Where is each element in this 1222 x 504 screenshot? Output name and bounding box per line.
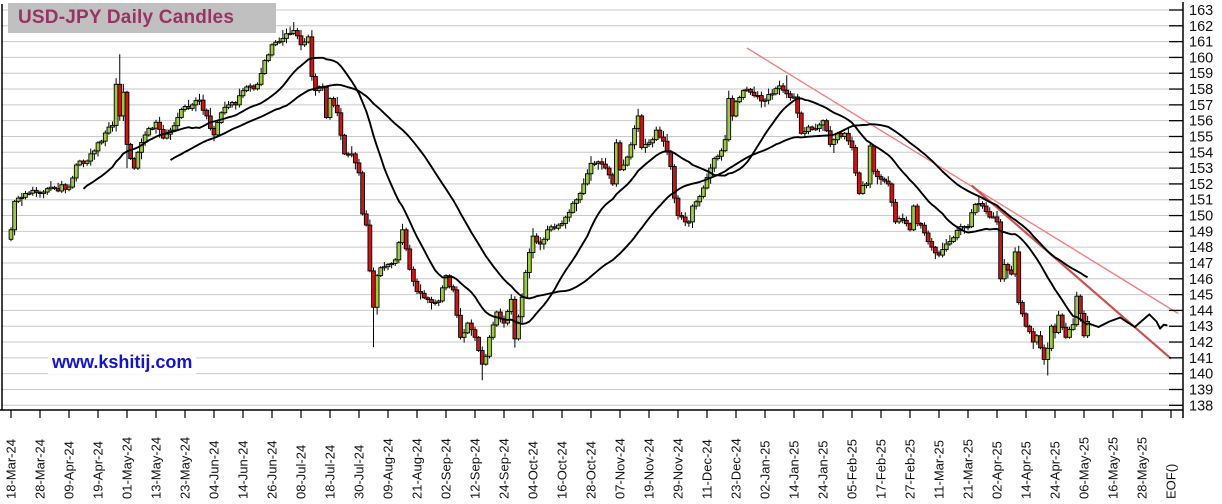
svg-text:19-Nov-24: 19-Nov-24 (642, 438, 657, 499)
svg-text:24-Jan-25: 24-Jan-25 (816, 440, 831, 499)
forecast-line-group (1087, 313, 1168, 330)
candlesticks-group (8, 22, 1090, 381)
y-axis: 1381391401411421431441451461471481491501… (1169, 2, 1213, 418)
svg-text:159: 159 (1189, 66, 1213, 82)
svg-text:161: 161 (1189, 35, 1213, 51)
svg-text:21-Mar-25: 21-Mar-25 (961, 439, 976, 499)
svg-text:02-Apr-25: 02-Apr-25 (990, 441, 1005, 499)
svg-text:146: 146 (1189, 272, 1213, 288)
svg-text:147: 147 (1189, 256, 1213, 272)
trendlines-group (746, 47, 1179, 360)
moving-averages-group (82, 56, 1089, 326)
svg-text:23-Dec-24: 23-Dec-24 (729, 438, 744, 499)
svg-text:149: 149 (1189, 224, 1213, 240)
svg-text:18-Jul-24: 18-Jul-24 (323, 445, 338, 499)
x-axis: 18-Mar-24 28-Mar-24 09-Apr-24 19-Apr-24 01-M… (0, 409, 1183, 499)
svg-text:138: 138 (1189, 398, 1213, 414)
svg-text:09-Apr-24: 09-Apr-24 (62, 441, 77, 499)
svg-text:153: 153 (1189, 161, 1213, 177)
svg-text:21-Aug-24: 21-Aug-24 (410, 438, 425, 499)
svg-text:13-May-24: 13-May-24 (149, 437, 164, 499)
svg-text:140: 140 (1189, 367, 1213, 383)
svg-text:156: 156 (1189, 114, 1213, 130)
svg-text:14-Apr-25: 14-Apr-25 (1019, 441, 1034, 499)
svg-text:01-May-24: 01-May-24 (120, 437, 135, 499)
svg-text:148: 148 (1189, 240, 1213, 256)
svg-text:04-Oct-24: 04-Oct-24 (526, 441, 541, 499)
svg-text:158: 158 (1189, 82, 1213, 98)
svg-text:14-Jan-25: 14-Jan-25 (787, 440, 802, 499)
svg-text:11-Dec-24: 11-Dec-24 (700, 439, 715, 499)
svg-text:142: 142 (1189, 335, 1213, 351)
svg-text:06-May-25: 06-May-25 (1077, 437, 1092, 499)
svg-text:160: 160 (1189, 50, 1213, 66)
svg-text:08-Jul-24: 08-Jul-24 (294, 445, 309, 499)
svg-text:29-Nov-24: 29-Nov-24 (671, 438, 686, 499)
svg-text:163: 163 (1189, 3, 1213, 19)
watermark-link[interactable]: www.kshitij.com (48, 351, 197, 374)
svg-text:28-Oct-24: 28-Oct-24 (584, 441, 599, 499)
svg-text:12-Sep-24: 12-Sep-24 (468, 438, 483, 499)
svg-text:152: 152 (1189, 177, 1213, 193)
svg-text:28-May-25: 28-May-25 (1135, 437, 1150, 499)
svg-text:28-Mar-24: 28-Mar-24 (33, 439, 48, 499)
svg-text:145: 145 (1189, 288, 1213, 304)
chart-title: USD-JPY Daily Candles (8, 3, 276, 33)
svg-text:155: 155 (1189, 129, 1213, 145)
svg-text:14-Jun-24: 14-Jun-24 (236, 440, 251, 499)
svg-text:02-Jan-25: 02-Jan-25 (758, 440, 773, 499)
svg-text:150: 150 (1189, 209, 1213, 225)
svg-text:04-Jun-24: 04-Jun-24 (207, 440, 222, 499)
svg-text:07-Nov-24: 07-Nov-24 (613, 438, 628, 499)
svg-text:151: 151 (1189, 193, 1213, 209)
svg-text:162: 162 (1189, 19, 1213, 35)
svg-text:157: 157 (1189, 98, 1213, 114)
svg-text:09-Aug-24: 09-Aug-24 (381, 438, 396, 499)
svg-text:23-May-24: 23-May-24 (178, 437, 193, 499)
svg-text:141: 141 (1189, 351, 1213, 367)
svg-text:18-Mar-24: 18-Mar-24 (4, 439, 19, 499)
svg-text:11-Mar-25: 11-Mar-25 (932, 440, 947, 499)
svg-text:02-Sep-24: 02-Sep-24 (439, 438, 454, 499)
svg-text:26-Jun-24: 26-Jun-24 (265, 440, 280, 499)
svg-text:143: 143 (1189, 319, 1213, 335)
svg-text:24-Apr-25: 24-Apr-25 (1048, 441, 1063, 499)
svg-text:05-Feb-25: 05-Feb-25 (845, 439, 860, 499)
svg-text:17-Feb-25: 17-Feb-25 (874, 439, 889, 499)
svg-text:154: 154 (1189, 145, 1213, 161)
svg-text:30-Jul-24: 30-Jul-24 (352, 445, 367, 499)
svg-text:24-Sep-24: 24-Sep-24 (497, 438, 512, 499)
svg-text:139: 139 (1189, 382, 1213, 398)
svg-text:27-Feb-25: 27-Feb-25 (903, 439, 918, 499)
svg-text:16-May-25: 16-May-25 (1106, 437, 1121, 499)
svg-text:EOF(): EOF() (1164, 464, 1179, 499)
svg-text:144: 144 (1189, 303, 1213, 319)
svg-text:16-Oct-24: 16-Oct-24 (555, 441, 570, 499)
svg-text:19-Apr-24: 19-Apr-24 (91, 441, 106, 499)
